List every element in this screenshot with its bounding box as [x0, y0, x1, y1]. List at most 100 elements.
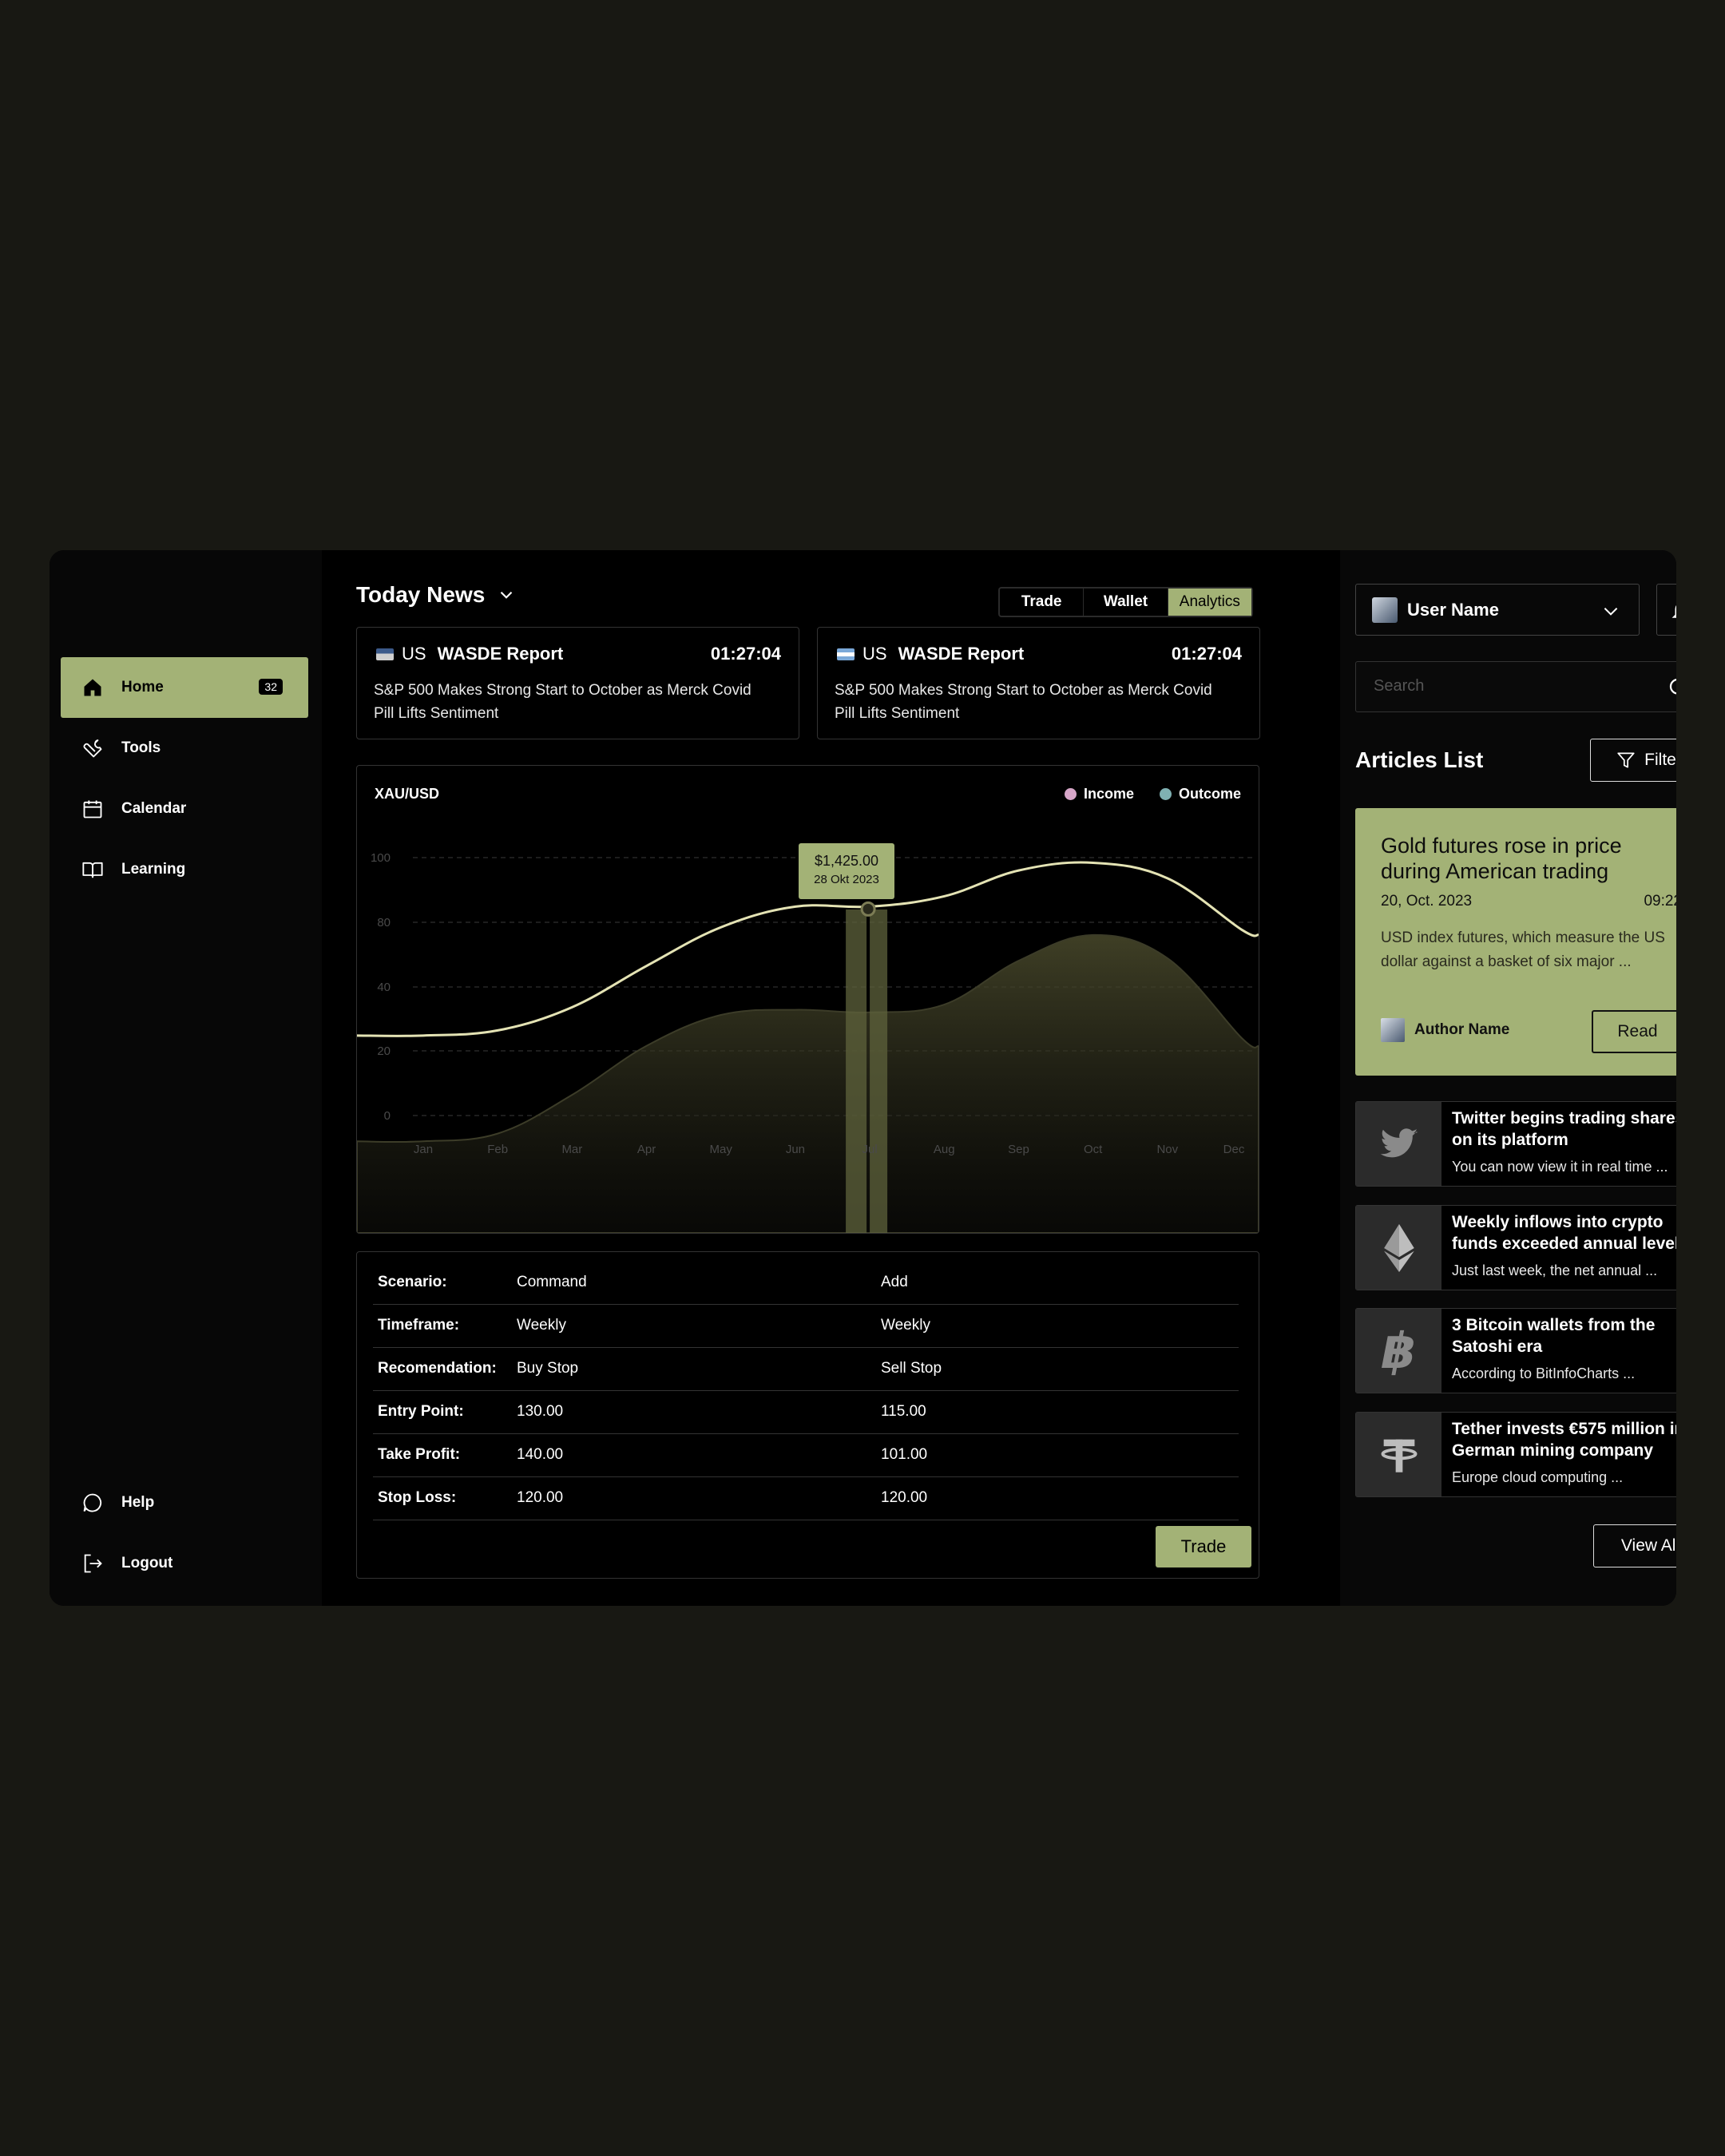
- row-label: Take Profit:: [378, 1446, 461, 1463]
- y-tick-label: 100: [371, 851, 391, 865]
- sidebar-item-label: Tools: [121, 739, 161, 756]
- ethereum-icon: [1356, 1206, 1441, 1290]
- filter-icon: [1617, 752, 1635, 768]
- tab-wallet[interactable]: Wallet: [1084, 589, 1168, 616]
- news-card[interactable]: US WASDE Report 01:27:04 S&P 500 Makes S…: [356, 627, 799, 739]
- articles-heading: Articles List: [1355, 747, 1484, 772]
- read-button[interactable]: Read: [1592, 1010, 1676, 1053]
- row-label: Stop Loss:: [378, 1489, 457, 1506]
- row-value: Sell Stop: [881, 1360, 942, 1377]
- trade-button[interactable]: Trade: [1156, 1526, 1251, 1567]
- list-item[interactable]: ฿ 3 Bitcoin wallets from the Satoshi era…: [1355, 1308, 1676, 1393]
- us-flag-icon: [376, 648, 394, 660]
- row-value: Weekly: [881, 1317, 930, 1334]
- calendar-icon: [80, 796, 105, 822]
- sidebar: Home 32 Tools Calendar Learning Help: [50, 550, 322, 1606]
- news-time: 01:27:04: [710, 644, 781, 664]
- row-value: 120.00: [517, 1489, 564, 1506]
- page-title: Today News: [356, 582, 486, 607]
- highlight-point: [860, 901, 876, 917]
- x-tick-label: Mar: [561, 1143, 582, 1156]
- row-value: 130.00: [517, 1403, 564, 1420]
- row-label: Entry Point:: [378, 1403, 464, 1420]
- flag-icon: [837, 648, 855, 660]
- price-chart[interactable]: 100 80 40 20 0 Jan Feb Mar Apr May Jun Jul Aug Sep Oct…: [356, 765, 1259, 1234]
- news-dropdown[interactable]: Today News: [356, 582, 517, 608]
- sidebar-item-learning[interactable]: Learning: [61, 839, 308, 900]
- y-tick-label: 40: [377, 981, 391, 994]
- x-tick-label: Aug: [934, 1143, 955, 1156]
- list-item[interactable]: Weekly inflows into crypto funds exceede…: [1355, 1205, 1676, 1290]
- featured-title: Gold futures rose in price during Americ…: [1381, 834, 1622, 883]
- tab-analytics[interactable]: Analytics: [1168, 589, 1251, 616]
- row-value: Command: [517, 1274, 587, 1290]
- sidebar-item-label: Help: [121, 1494, 155, 1511]
- outcome-area: [357, 933, 1259, 1233]
- table-row: Stop Loss: 120.00 120.00: [373, 1476, 1239, 1520]
- news-card[interactable]: US WASDE Report 01:27:04 S&P 500 Makes S…: [817, 627, 1260, 739]
- chat-icon: [80, 1490, 105, 1516]
- x-tick-label: May: [710, 1143, 733, 1156]
- sidebar-item-label: Home: [121, 679, 164, 696]
- featured-excerpt: USD index futures, which measure the US …: [1381, 929, 1665, 970]
- bitcoin-icon: ฿: [1356, 1309, 1441, 1393]
- row-label: Timeframe:: [378, 1317, 460, 1334]
- news-time: 01:27:04: [1171, 644, 1242, 664]
- tab-trade[interactable]: Trade: [1000, 589, 1085, 616]
- logout-icon: [80, 1551, 105, 1576]
- featured-article[interactable]: Gold futures rose in price during Americ…: [1355, 808, 1676, 1076]
- sidebar-item-calendar[interactable]: Calendar: [61, 779, 308, 839]
- table-row: Timeframe: Weekly Weekly: [373, 1304, 1239, 1348]
- article-title: Weekly inflows into crypto funds exceede…: [1452, 1213, 1676, 1253]
- table-row: Scenario: Command Add: [373, 1261, 1239, 1305]
- tooltip-date: 28 Okt 2023: [814, 873, 879, 886]
- twitter-icon: [1356, 1102, 1441, 1186]
- table-row: Entry Point: 130.00 115.00: [373, 1390, 1239, 1434]
- news-body: S&P 500 Makes Strong Start to October as…: [835, 682, 1212, 722]
- article-desc: Europe cloud computing ...: [1452, 1469, 1624, 1485]
- filter-button[interactable]: Filter: [1590, 739, 1676, 782]
- chart-tooltip: $1,425.00 28 Okt 2023: [799, 843, 894, 899]
- scenario-table: Scenario: Command Add Timeframe: Weekly …: [356, 1251, 1259, 1579]
- article-desc: Just last week, the net annual ...: [1452, 1262, 1658, 1278]
- view-all-button[interactable]: View All: [1593, 1524, 1676, 1567]
- x-tick-label: Feb: [487, 1143, 508, 1156]
- highlight-bar: [846, 910, 867, 1233]
- search-input[interactable]: [1372, 676, 1655, 696]
- view-tabs: Trade Wallet Analytics: [998, 587, 1253, 617]
- article-title: Twitter begins trading shares on its pla…: [1452, 1109, 1676, 1149]
- notification-button[interactable]: 3: [1656, 584, 1676, 636]
- sidebar-item-help[interactable]: Help: [61, 1472, 308, 1533]
- sidebar-item-tools[interactable]: Tools: [61, 718, 308, 779]
- x-tick-label: Jun: [786, 1143, 805, 1156]
- user-menu[interactable]: User Name: [1355, 584, 1640, 636]
- sidebar-item-logout[interactable]: Logout: [61, 1533, 308, 1594]
- search-icon[interactable]: [1667, 676, 1676, 700]
- x-tick-label: Oct: [1084, 1143, 1103, 1156]
- x-tick-label: Jul: [862, 1143, 877, 1156]
- home-icon: [80, 675, 105, 700]
- right-panel: User Name 3 Articles List Filter Gold fu…: [1340, 550, 1676, 1606]
- x-tick-label: Apr: [637, 1143, 656, 1156]
- list-item[interactable]: Tether invests €575 million in German mi…: [1355, 1412, 1676, 1497]
- author: Author Name: [1381, 1018, 1509, 1042]
- chevron-down-icon: [501, 591, 513, 599]
- legend-label-outcome: Outcome: [1178, 786, 1241, 802]
- row-value: Buy Stop: [517, 1360, 579, 1377]
- row-value: Weekly: [517, 1317, 566, 1334]
- book-icon: [80, 857, 105, 882]
- list-item[interactable]: Twitter begins trading shares on its pla…: [1355, 1101, 1676, 1187]
- highlight-bar: [870, 910, 888, 1233]
- news-country: US: [402, 644, 426, 664]
- featured-time: 09:22: [1644, 893, 1676, 910]
- sidebar-item-home[interactable]: Home 32: [61, 657, 308, 718]
- x-tick-label: Sep: [1008, 1143, 1029, 1156]
- user-name: User Name: [1407, 599, 1499, 620]
- news-country: US: [862, 644, 887, 664]
- sidebar-item-label: Learning: [121, 861, 186, 878]
- chart-title: XAU/USD: [375, 786, 440, 802]
- table-row: Recomendation: Buy Stop Sell Stop: [373, 1347, 1239, 1391]
- row-value: 120.00: [881, 1489, 928, 1506]
- article-title: 3 Bitcoin wallets from the Satoshi era: [1452, 1316, 1656, 1356]
- sidebar-item-label: Logout: [121, 1555, 173, 1571]
